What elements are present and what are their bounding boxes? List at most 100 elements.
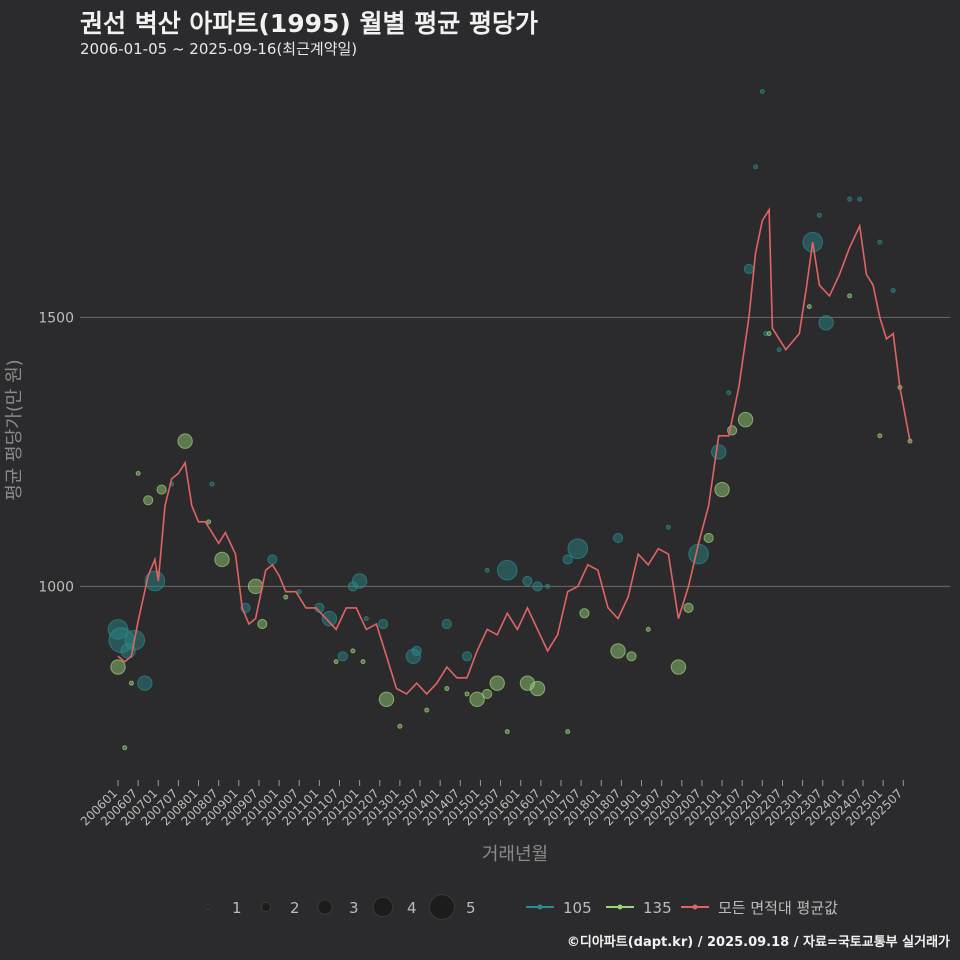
legend-label-0: 105 (563, 899, 592, 917)
bubble-105 (763, 331, 769, 337)
bubble-135 (645, 626, 651, 632)
legend-dot-0 (537, 904, 543, 910)
bubble-135 (610, 643, 626, 659)
y-tick-labels: 1000 1500 (38, 310, 74, 595)
bubble-135 (177, 433, 193, 449)
bubble-105 (522, 575, 533, 587)
bubble-135 (156, 484, 167, 495)
legend-dot-2 (692, 904, 698, 910)
bubble-105 (144, 570, 166, 592)
bubble-135 (283, 594, 289, 600)
legend-size-label-1: 1 (232, 899, 242, 917)
bubble-135 (714, 481, 730, 498)
bubble-135 (877, 433, 883, 439)
bubble-135 (397, 723, 403, 729)
bubble-135 (350, 648, 356, 654)
bubble-105 (363, 616, 369, 622)
bubble-105 (267, 554, 278, 565)
bubble-105 (816, 212, 822, 218)
bubble-135 (143, 495, 154, 506)
bubble-105 (776, 347, 782, 353)
y-tick-1000: 1000 (38, 579, 74, 595)
bubble-105 (890, 288, 896, 294)
bubble-105 (877, 239, 883, 245)
bubble-135 (333, 659, 339, 665)
bubble-135 (378, 691, 395, 708)
bubble-135 (444, 686, 450, 692)
bubble-105 (612, 532, 624, 544)
legend-size-label-2: 2 (290, 899, 300, 917)
bubble-105 (405, 648, 422, 664)
bubble-105 (743, 263, 755, 275)
bubble-135 (110, 659, 126, 675)
legend-size-1 (205, 904, 211, 910)
bubble-105 (759, 89, 765, 95)
bubble-105 (711, 444, 727, 460)
bubble-135 (464, 691, 470, 697)
legend-size-4 (372, 896, 394, 918)
bubble-135 (670, 659, 687, 675)
bubble-105 (441, 618, 452, 630)
bubble-135 (626, 651, 637, 662)
bubble-105 (532, 581, 543, 592)
bubble-135 (128, 680, 134, 686)
legend-label-2: 모든 면적대 평균값 (718, 899, 838, 917)
grid-lines (80, 316, 950, 587)
bubble-105 (562, 554, 573, 565)
bubble-135 (206, 519, 212, 525)
bubble-105 (337, 651, 348, 662)
bubble-135 (257, 618, 268, 630)
legend: 1 2 3 4 5 105 135 모든 면적대 평균값 (205, 894, 838, 920)
bubble-135 (737, 411, 754, 428)
bubble-135 (482, 688, 493, 700)
bubble-135 (847, 293, 853, 299)
bubble-105 (209, 481, 215, 487)
bubble-135 (469, 691, 485, 708)
bubble-135 (529, 680, 546, 697)
bubble-135 (766, 331, 772, 337)
bubble-105 (351, 573, 368, 589)
legend-size-3 (317, 899, 333, 915)
legend-label-1: 135 (643, 899, 672, 917)
bubble-105 (688, 543, 709, 565)
bubble-105 (484, 567, 490, 573)
bubble-105 (665, 524, 671, 530)
average-line (117, 207, 911, 696)
bubble-105 (496, 559, 518, 581)
legend-dot-1 (617, 904, 623, 910)
bubble-135 (489, 675, 505, 691)
legend-size-label-3: 3 (349, 899, 359, 917)
bubble-105 (411, 645, 422, 657)
bubble-135 (135, 470, 141, 476)
bubble-135 (122, 745, 128, 751)
legend-size-label-4: 4 (407, 899, 417, 917)
chart-subtitle: 2006-01-05 ~ 2025-09-16(최근계약일) (80, 40, 358, 58)
bubble-105 (296, 589, 302, 595)
bubble-105 (378, 618, 389, 630)
bubble-105 (753, 164, 759, 170)
bubble-135 (504, 729, 510, 735)
y-axis-label: 평균 평당가(만 원) (4, 359, 25, 500)
bubble-135 (360, 659, 366, 665)
bubble-135 (683, 602, 694, 613)
bubble-135 (565, 729, 571, 735)
bubble-105 (567, 538, 589, 560)
bubble-105 (321, 610, 338, 627)
bubble-105 (461, 651, 473, 662)
bubble-layer (107, 89, 913, 751)
chart-title: 권선 벽산 아파트(1995) 월별 평균 평당가 (80, 9, 538, 38)
legend-size-5 (429, 894, 455, 920)
credit-text: ©디아파트(dapt.kr) / 2025.09.18 / 자료=국토교통부 실… (566, 935, 950, 950)
bubble-135 (424, 707, 430, 713)
legend-size-label-5: 5 (466, 899, 476, 917)
bubble-105 (857, 196, 863, 202)
x-axis-label: 거래년월 (482, 844, 548, 865)
bubble-135 (703, 532, 714, 544)
bubble-135 (214, 551, 230, 568)
bubble-105 (818, 315, 834, 331)
bubble-135 (806, 304, 812, 310)
bubble-135 (579, 608, 590, 619)
y-tick-1500: 1500 (38, 310, 74, 326)
bubble-105 (726, 390, 732, 396)
